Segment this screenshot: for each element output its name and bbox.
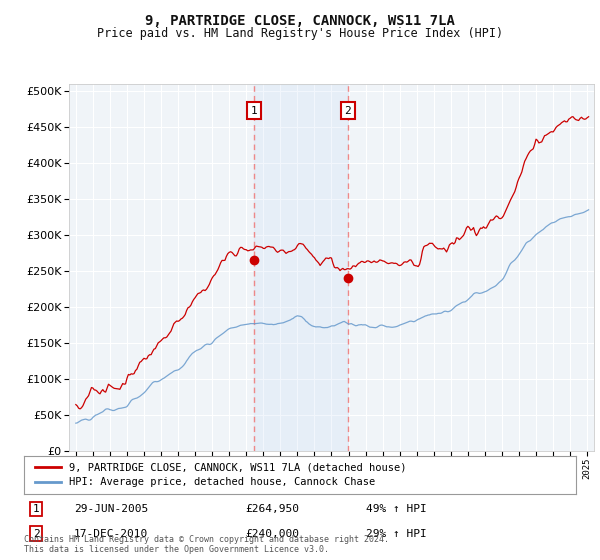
- Text: 2: 2: [344, 106, 351, 115]
- Text: £240,000: £240,000: [245, 529, 299, 539]
- Text: 29-JUN-2005: 29-JUN-2005: [74, 504, 148, 514]
- Text: 1: 1: [251, 106, 257, 115]
- Text: Price paid vs. HM Land Registry's House Price Index (HPI): Price paid vs. HM Land Registry's House …: [97, 27, 503, 40]
- Text: 17-DEC-2010: 17-DEC-2010: [74, 529, 148, 539]
- Text: 49% ↑ HPI: 49% ↑ HPI: [366, 504, 427, 514]
- Legend: 9, PARTRIDGE CLOSE, CANNOCK, WS11 7LA (detached house), HPI: Average price, deta: 9, PARTRIDGE CLOSE, CANNOCK, WS11 7LA (d…: [29, 456, 413, 493]
- Text: 9, PARTRIDGE CLOSE, CANNOCK, WS11 7LA: 9, PARTRIDGE CLOSE, CANNOCK, WS11 7LA: [145, 14, 455, 28]
- Bar: [254, 84, 348, 451]
- Text: £264,950: £264,950: [245, 504, 299, 514]
- Text: Contains HM Land Registry data © Crown copyright and database right 2024.
This d: Contains HM Land Registry data © Crown c…: [24, 535, 389, 554]
- Text: 1: 1: [33, 504, 40, 514]
- Text: 29% ↑ HPI: 29% ↑ HPI: [366, 529, 427, 539]
- Text: 2: 2: [33, 529, 40, 539]
